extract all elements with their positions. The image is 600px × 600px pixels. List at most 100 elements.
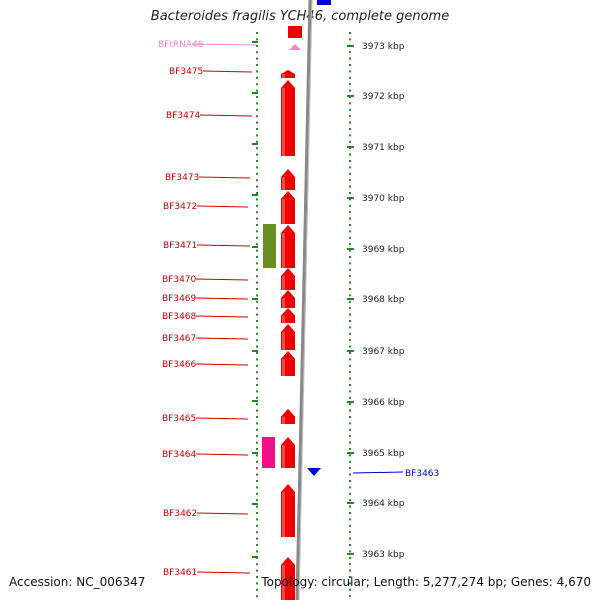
- right-ruler-dot: [349, 428, 351, 431]
- left-ruler-dot: [256, 147, 258, 150]
- left-ruler-dot: [256, 236, 258, 239]
- left-ruler-dot: [256, 588, 258, 591]
- left-ruler-dot: [256, 582, 258, 585]
- right-ruler-dot: [349, 409, 351, 412]
- left-ruler-dot: [256, 268, 258, 271]
- right-ruler-dot: [349, 262, 351, 265]
- left-ruler-dot: [256, 166, 258, 169]
- right-ruler-dot: [349, 179, 351, 182]
- gene-connector: [198, 176, 251, 179]
- gene-connector: [199, 114, 253, 117]
- right-ruler-dot: [349, 51, 351, 54]
- kbp-label: 3972 kbp: [362, 92, 405, 102]
- left-ruler-dot: [256, 83, 258, 86]
- gene-label-bf3473: BF3473: [165, 173, 199, 183]
- right-ruler-dot: [349, 339, 351, 342]
- gene-connector: [195, 417, 249, 420]
- left-ruler-dot: [256, 262, 258, 265]
- right-ruler-dot: [349, 147, 351, 150]
- left-ruler-dot: [256, 32, 258, 34]
- left-ruler-dot: [256, 211, 258, 214]
- gene-connector: [196, 244, 251, 247]
- right-ruler-dot: [349, 249, 351, 252]
- right-ruler-dot: [349, 390, 351, 393]
- right-ruler-dot: [349, 486, 351, 489]
- gene-label-bf3464: BF3464: [162, 450, 197, 460]
- left-ruler-dot: [256, 128, 258, 130]
- left-ruler-dot: [256, 371, 258, 374]
- right-ruler-dot: [349, 198, 351, 201]
- gene-shape-bftrna48: [289, 44, 301, 50]
- left-ruler-dot: [256, 512, 258, 514]
- left-ruler-dot: [256, 198, 258, 201]
- left-ruler-dot: [256, 518, 258, 521]
- gene-label-bf3463: BF3463: [405, 469, 439, 479]
- left-ruler-dot: [256, 300, 258, 303]
- kbp-label: 3967 kbp: [362, 347, 405, 357]
- right-ruler-dot: [349, 518, 351, 521]
- left-ruler-dot: [256, 492, 258, 495]
- kbp-label: 3973 kbp: [362, 42, 405, 52]
- right-ruler-dot: [349, 416, 351, 418]
- gene-shade: [282, 445, 285, 468]
- left-ruler-dash: [252, 143, 258, 145]
- right-ruler-dot: [349, 595, 351, 598]
- left-ruler-dot: [256, 76, 258, 79]
- right-ruler-dot: [349, 115, 351, 118]
- right-ruler-dot: [349, 140, 351, 143]
- left-ruler-dot: [256, 531, 258, 534]
- gene-label-bf3468: BF3468: [162, 312, 197, 322]
- left-ruler-dot: [256, 192, 258, 194]
- gene-label-bf3470: BF3470: [162, 275, 197, 285]
- left-ruler-dot: [256, 153, 258, 156]
- right-ruler-dot: [349, 422, 351, 425]
- gene-shade: [282, 315, 285, 323]
- backbone-highlight: [298, 0, 313, 600]
- kbp-label: 3964 kbp: [362, 499, 405, 509]
- left-ruler-dot: [256, 377, 258, 380]
- right-ruler-dot: [349, 352, 351, 354]
- left-ruler-dot: [256, 217, 258, 220]
- left-ruler-dot: [256, 320, 258, 322]
- right-ruler-dot: [349, 300, 351, 303]
- left-ruler-dot: [256, 288, 258, 290]
- left-ruler-dot: [256, 339, 258, 342]
- top-reverse-gene: [317, 0, 331, 5]
- right-ruler-dot: [349, 563, 351, 566]
- left-ruler-dot: [256, 307, 258, 310]
- left-ruler-dash: [252, 298, 258, 300]
- kbp-tick: [347, 502, 354, 504]
- gene-shade: [282, 199, 285, 224]
- right-ruler-dot: [349, 64, 351, 66]
- kbp-label: 3970 kbp: [362, 194, 405, 204]
- left-ruler-dot: [256, 390, 258, 393]
- gene-shade: [282, 359, 285, 376]
- right-ruler-dot: [349, 499, 351, 502]
- left-ruler-dot: [256, 64, 258, 66]
- gene-connector: [196, 205, 249, 208]
- gene-connector: [195, 297, 249, 300]
- right-ruler-dot: [349, 185, 351, 188]
- right-ruler-dot: [349, 473, 351, 476]
- left-ruler-dot: [256, 576, 258, 578]
- right-ruler-dot: [349, 230, 351, 233]
- gene-shade: [282, 177, 285, 190]
- left-ruler-dot: [256, 96, 258, 98]
- right-ruler-dot: [349, 160, 351, 162]
- kbp-tick: [347, 45, 354, 47]
- left-ruler-dot: [256, 115, 258, 118]
- left-ruler-dot: [256, 51, 258, 54]
- kbp-tick: [347, 248, 354, 250]
- gene-label-bf3471: BF3471: [163, 241, 197, 251]
- gene-label-bf3462: BF3462: [163, 509, 197, 519]
- left-ruler-dot: [256, 364, 258, 367]
- left-ruler-dot: [256, 134, 258, 137]
- right-ruler-dot: [349, 384, 351, 386]
- right-ruler-dot: [349, 582, 351, 585]
- right-ruler-dot: [349, 550, 351, 553]
- kbp-label: 3963 kbp: [362, 550, 405, 560]
- gene-connector: [191, 43, 257, 46]
- left-ruler-dot: [256, 185, 258, 188]
- gene-connector: [195, 453, 249, 456]
